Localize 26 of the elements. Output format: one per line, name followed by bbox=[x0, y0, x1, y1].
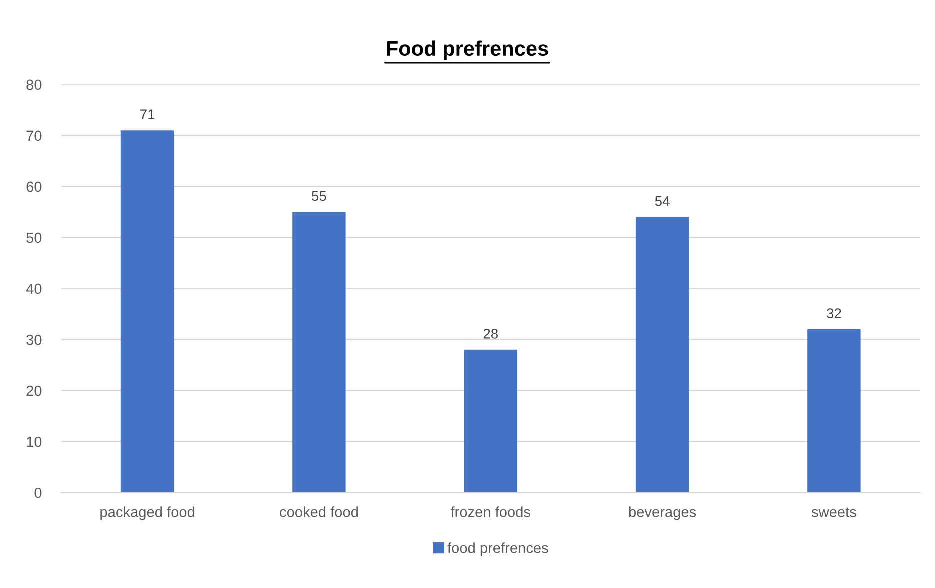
x-tick-label: packaged food bbox=[100, 506, 194, 520]
x-tick-label: frozen foods bbox=[450, 506, 530, 518]
bar bbox=[636, 217, 690, 493]
y-tick-label: 0 bbox=[34, 488, 42, 498]
y-tick-label: 40 bbox=[26, 284, 42, 294]
x-tick-label: sweets bbox=[812, 508, 856, 518]
data-label: 28 bbox=[484, 329, 498, 339]
data-label: 55 bbox=[312, 191, 326, 202]
bar bbox=[808, 330, 861, 493]
x-tick-label: cooked food bbox=[280, 506, 358, 518]
y-tick-label: 50 bbox=[26, 232, 42, 244]
bar bbox=[464, 350, 518, 493]
data-label: 32 bbox=[827, 308, 842, 318]
y-tick-label: 10 bbox=[27, 436, 42, 448]
y-tick-label: 60 bbox=[26, 182, 42, 192]
y-tick-label: 20 bbox=[26, 386, 42, 396]
y-tick-label: 30 bbox=[26, 334, 42, 346]
y-tick-label: 70 bbox=[26, 130, 42, 142]
bar bbox=[120, 130, 174, 493]
data-label: 54 bbox=[655, 196, 670, 206]
chart-title: Food prefrences bbox=[387, 40, 548, 60]
x-tick-label: beverages bbox=[629, 506, 696, 520]
y-tick-label: 80 bbox=[26, 80, 42, 90]
data-label: 71 bbox=[140, 110, 155, 120]
bar bbox=[292, 212, 346, 493]
legend-label: food prefrences bbox=[448, 542, 548, 556]
